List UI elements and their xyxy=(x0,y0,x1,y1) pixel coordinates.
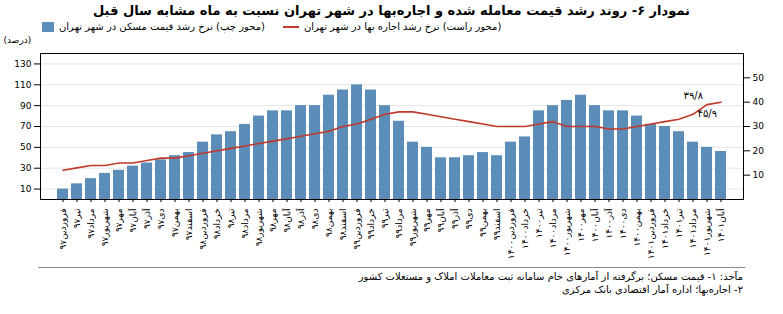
svg-text:شهریور‌۹۹: شهریور‌۹۹ xyxy=(408,209,418,247)
svg-text:(درصد): (درصد) xyxy=(4,35,32,45)
svg-text:110: 110 xyxy=(14,80,31,90)
svg-text:مرداد‌۹۷: مرداد‌۹۷ xyxy=(86,208,96,238)
html-text:۲- اجاره‌بها؛ اداره آمار اقتصا: ۲- اجاره‌بها؛ اداره آمار اقتصادی بانک مر… xyxy=(562,284,743,295)
html-text:(محور راست) نرخ رشد اجاره بها: (محور راست) نرخ رشد اجاره بها در شهر تهر… xyxy=(303,21,502,32)
svg-text:شهریور‌۹۸: شهریور‌۹۸ xyxy=(254,209,264,247)
svg-text:مهر‌۹۹: مهر‌۹۹ xyxy=(422,208,432,232)
svg-text:تیر‌۹۷: تیر‌۹۷ xyxy=(72,208,82,228)
svg-text:مرداد‌۱۴۰۱: مرداد‌۱۴۰۱ xyxy=(688,208,698,248)
svg-text:تیر‌۱۴۰۱: تیر‌۱۴۰۱ xyxy=(674,208,684,238)
svg-text:دی‌۹۷: دی‌۹۷ xyxy=(156,209,166,230)
svg-text:30: 30 xyxy=(20,163,32,173)
svg-text:90: 90 xyxy=(20,101,32,111)
html-text:مآخذ: ۱- قیمت مسکن؛ برگرفته از: مآخذ: ۱- قیمت مسکن؛ برگرفته از آمارهای خ… xyxy=(358,271,743,282)
svg-text:آبان‌۹۷: آبان‌۹۷ xyxy=(127,208,138,233)
svg-text:تیر‌۹۸: تیر‌۹۸ xyxy=(226,208,236,228)
svg-text:مهر‌۹۸: مهر‌۹۸ xyxy=(268,208,278,232)
svg-text:آبان‌۱۴۰۰: آبان‌۱۴۰۰ xyxy=(589,208,600,242)
svg-text:130: 130 xyxy=(14,59,31,69)
svg-text:بهمن‌۹۹: بهمن‌۹۹ xyxy=(478,209,488,237)
svg-text:بهمن‌۹۷: بهمن‌۹۷ xyxy=(170,209,180,237)
svg-text:10: 10 xyxy=(20,184,32,194)
svg-text:آذر‌۹۷: آذر‌۹۷ xyxy=(141,208,152,229)
svg-text:آذر‌۹۹: آذر‌۹۹ xyxy=(449,208,460,229)
svg-text:مرداد‌۱۴۰۰: مرداد‌۱۴۰۰ xyxy=(548,208,558,248)
svg-text:40: 40 xyxy=(753,97,765,107)
svg-text:فروردین‌۱۴۰۰: فروردین‌۱۴۰۰ xyxy=(506,209,516,260)
svg-text:شهریور‌۱۴۰۰: شهریور‌۱۴۰۰ xyxy=(562,209,572,257)
svg-text:اسفند‌۹۷: اسفند‌۹۷ xyxy=(184,209,194,241)
svg-text:20: 20 xyxy=(753,146,765,156)
html-text:نمودار ۶- روند رشد قیمت معامله: نمودار ۶- روند رشد قیمت معامله شده و اجا… xyxy=(93,3,690,18)
svg-text:خرداد‌۹۸: خرداد‌۹۸ xyxy=(212,209,222,240)
svg-text:تیر‌۱۴۰۰: تیر‌۱۴۰۰ xyxy=(534,208,544,238)
svg-text:آبان‌۱۴۰۱: آبان‌۱۴۰۱ xyxy=(715,208,726,242)
svg-text:فروردین‌۱۴۰۱: فروردین‌۱۴۰۱ xyxy=(646,209,656,260)
svg-text:مرداد‌۹۸: مرداد‌۹۸ xyxy=(240,208,250,238)
svg-text:شهریور‌۹۷: شهریور‌۹۷ xyxy=(100,209,110,247)
svg-text:50: 50 xyxy=(753,73,765,83)
html-text:(محور چپ) نرخ رشد قیمت مسکن در: (محور چپ) نرخ رشد قیمت مسکن در شهر تهران xyxy=(59,21,265,32)
svg-text:فروردین‌۹۹: فروردین‌۹۹ xyxy=(352,209,362,250)
svg-text:اسفند‌۹۹: اسفند‌۹۹ xyxy=(492,209,502,241)
svg-text:آذر‌۹۸: آذر‌۹۸ xyxy=(295,208,306,229)
svg-text:خرداد‌۱۴۰۰: خرداد‌۱۴۰۰ xyxy=(520,209,530,249)
svg-text:خرداد‌۹۹: خرداد‌۹۹ xyxy=(366,209,376,240)
svg-text:۴۵/۹: ۴۵/۹ xyxy=(698,108,717,119)
svg-text:اسفند‌۹۸: اسفند‌۹۸ xyxy=(338,209,348,241)
svg-text:آذر‌۱۴۰۰: آذر‌۱۴۰۰ xyxy=(603,208,614,239)
svg-text:دی‌۱۴۰۰: دی‌۱۴۰۰ xyxy=(618,209,628,239)
svg-text:بهمن‌۱۴۰۰: بهمن‌۱۴۰۰ xyxy=(632,209,642,247)
svg-text:مرداد‌۹۹: مرداد‌۹۹ xyxy=(394,208,404,238)
svg-text:مهر‌۱۴۰۰: مهر‌۱۴۰۰ xyxy=(576,208,586,241)
svg-text:آبان‌۹۹: آبان‌۹۹ xyxy=(435,208,446,233)
svg-text:خرداد‌۱۴۰۱: خرداد‌۱۴۰۱ xyxy=(660,209,670,249)
svg-text:بهمن‌۹۸: بهمن‌۹۸ xyxy=(324,209,334,237)
svg-text:شهریور‌۱۴۰۱: شهریور‌۱۴۰۱ xyxy=(702,209,712,257)
svg-text:دی‌۹۸: دی‌۹۸ xyxy=(310,209,320,230)
svg-text:آبان‌۹۸: آبان‌۹۸ xyxy=(281,208,292,233)
svg-text:10: 10 xyxy=(753,170,765,180)
svg-text:50: 50 xyxy=(20,142,32,152)
svg-text:70: 70 xyxy=(20,121,32,131)
svg-text:تیر‌۹۹: تیر‌۹۹ xyxy=(380,208,390,228)
svg-text:فروردین‌۹۸: فروردین‌۹۸ xyxy=(198,209,208,250)
svg-text:فروردین‌۹۷: فروردین‌۹۷ xyxy=(58,209,68,250)
svg-text:دی‌۹۹: دی‌۹۹ xyxy=(464,209,474,230)
svg-text:30: 30 xyxy=(753,121,765,131)
svg-text:۳۹/۸: ۳۹/۸ xyxy=(684,90,704,101)
svg-text:مهر‌۹۷: مهر‌۹۷ xyxy=(114,208,124,232)
